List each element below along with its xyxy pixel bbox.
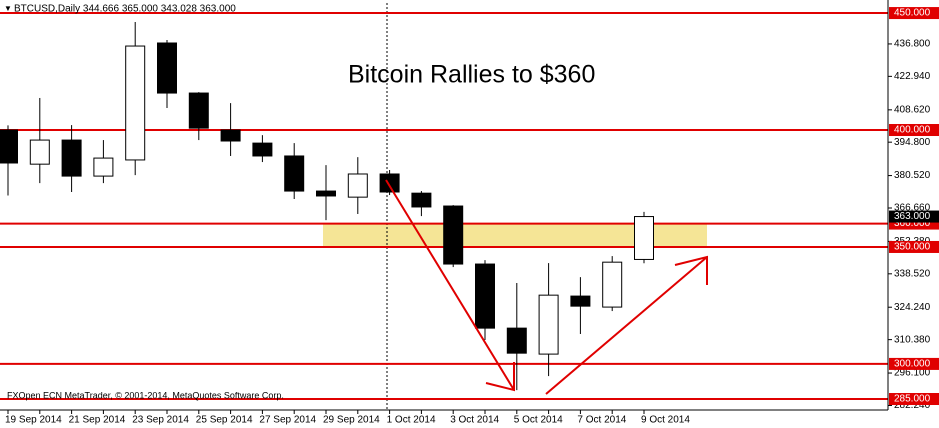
y-tick-label: 282.240 — [894, 400, 931, 411]
candle-body — [0, 129, 18, 164]
x-tick-label: 1 Oct 2014 — [387, 415, 436, 426]
zone — [323, 223, 707, 247]
label-layer: 436.800 422.940 408.620 394.800 380.520 366.6… — [5, 7, 939, 426]
candle-body — [538, 294, 559, 355]
y-tick-label: 296.100 — [894, 368, 931, 379]
hline-label: 350.000 — [894, 242, 931, 253]
arrow-up — [545, 256, 708, 395]
last-price-label: 363.000 — [894, 211, 931, 222]
x-tick-label: 19 Sep 2014 — [5, 415, 62, 426]
arrow-head — [674, 255, 708, 285]
hline-label-box — [889, 357, 939, 370]
candle-body — [125, 45, 146, 161]
y-tick-label: 394.800 — [894, 137, 931, 148]
candle-body — [284, 155, 305, 192]
candle-body — [570, 295, 591, 307]
hline-label-box — [889, 7, 939, 20]
candle-body — [411, 192, 432, 208]
y-tick-label: 366.660 — [894, 203, 931, 214]
x-tick-label: 23 Sep 2014 — [132, 415, 189, 426]
candle-body — [506, 327, 527, 354]
candle-body — [475, 263, 495, 329]
y-tick-label: 338.520 — [894, 268, 931, 279]
y-tick-label: 408.620 — [894, 104, 931, 115]
hline-label: 400.000 — [894, 125, 931, 136]
header: BTCUSD,Daily 344.666 365.000 343.028 363… — [14, 4, 236, 15]
x-tick-label: 9 Oct 2014 — [641, 415, 690, 426]
candle-body — [347, 173, 368, 198]
y-tick-label: 310.380 — [894, 334, 931, 345]
arrows — [385, 179, 708, 395]
x-tick-label: 29 Sep 2014 — [323, 415, 380, 426]
candle-body — [443, 205, 464, 265]
x-tick-label: 25 Sep 2014 — [196, 415, 253, 426]
candle-body — [157, 42, 177, 94]
arrow-head — [485, 362, 515, 392]
x-tick-label: 5 Oct 2014 — [514, 415, 563, 426]
hline-label: 360.000 — [894, 218, 931, 229]
main-layer — [0, 12, 888, 401]
x-tick-label: 3 Oct 2014 — [450, 415, 499, 426]
x-tick-label: 27 Sep 2014 — [259, 415, 316, 426]
x-tick-label: 21 Sep 2014 — [69, 415, 126, 426]
hline-label: 450.000 — [894, 8, 931, 19]
candle-body — [220, 129, 241, 142]
hline-label-box — [889, 240, 939, 253]
last-price-box — [889, 210, 939, 223]
candle-body — [188, 92, 209, 129]
y-tick-label: 436.800 — [894, 39, 931, 50]
arrow-down — [385, 179, 515, 391]
candle-body — [61, 139, 82, 177]
candle-body — [252, 142, 273, 157]
footer: FXOpen ECN MetaTrader, © 2001-2014, Meta… — [7, 390, 284, 400]
chart-title: Bitcoin Rallies to $360 — [348, 61, 595, 89]
hline-label: 300.000 — [894, 359, 931, 370]
zone-layer — [323, 223, 707, 247]
candle-body — [379, 173, 400, 193]
y-tick-label: 380.520 — [894, 170, 931, 181]
candle-body — [93, 157, 114, 177]
hline-label: 285.000 — [894, 394, 931, 405]
menu-icon: ▼ — [4, 4, 12, 13]
x-tick-label: 7 Oct 2014 — [577, 415, 626, 426]
candle-body — [316, 190, 336, 197]
candle-body — [634, 216, 654, 260]
y-tick-label: 422.940 — [894, 71, 931, 82]
candle-body — [602, 261, 623, 308]
hline-label-box — [889, 124, 939, 137]
hline-label-box — [889, 393, 939, 406]
candle-body — [29, 139, 50, 165]
y-tick-label: 324.240 — [894, 302, 931, 313]
